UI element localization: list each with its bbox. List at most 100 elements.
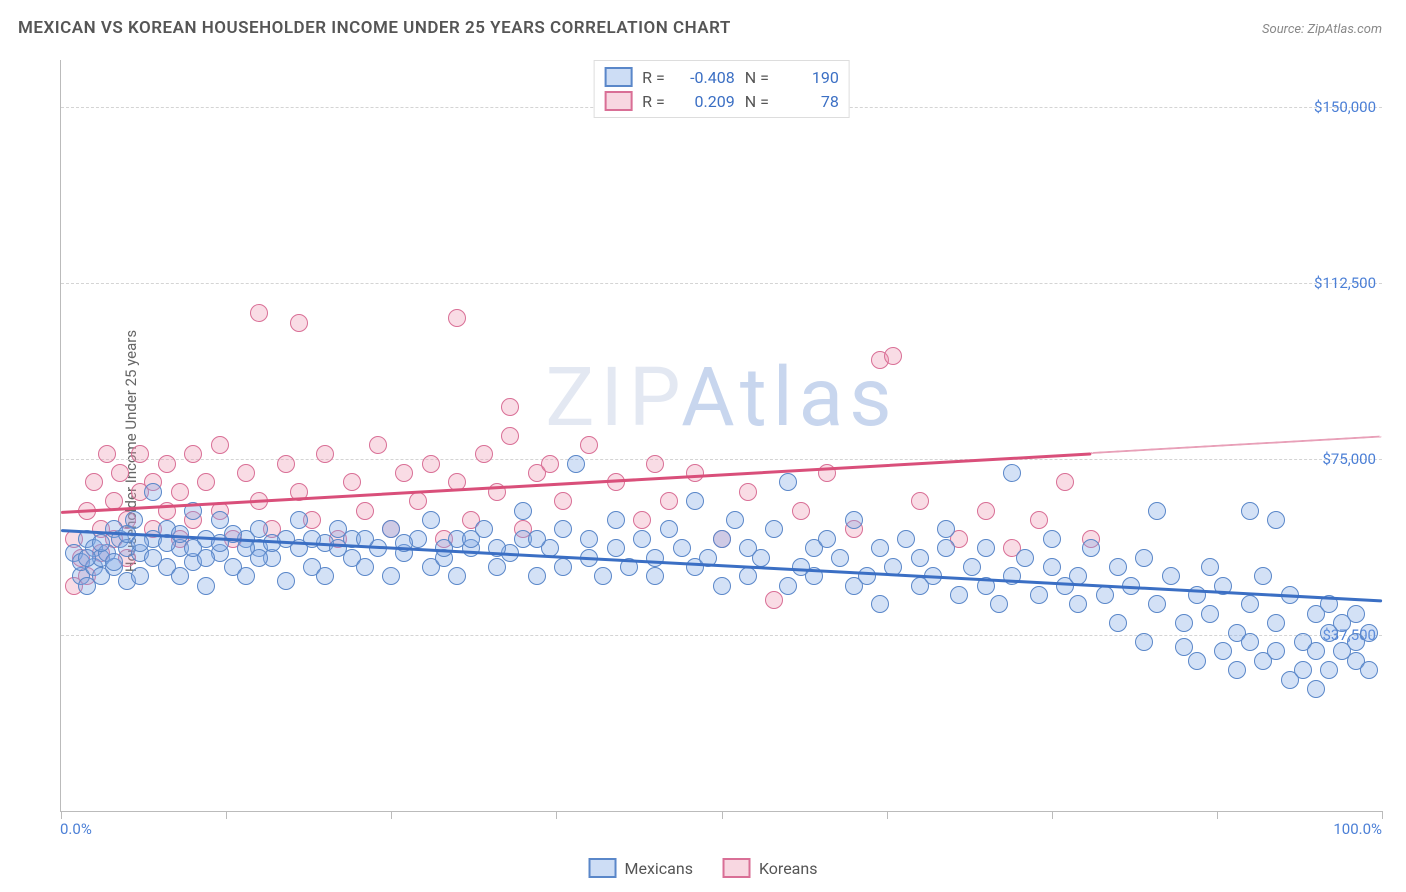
scatter-point xyxy=(554,520,572,538)
scatter-point xyxy=(1347,605,1365,623)
scatter-point xyxy=(792,502,810,520)
scatter-point xyxy=(277,572,295,590)
xtick xyxy=(1382,811,1383,819)
scatter-point xyxy=(1175,638,1193,656)
scatter-point xyxy=(937,520,955,538)
scatter-point xyxy=(501,398,519,416)
scatter-point xyxy=(1228,661,1246,679)
scatter-point xyxy=(1069,595,1087,613)
scatter-point xyxy=(1162,567,1180,585)
scatter-point xyxy=(845,511,863,529)
scatter-point xyxy=(343,473,361,491)
scatter-point xyxy=(884,347,902,365)
scatter-point xyxy=(633,511,651,529)
scatter-point xyxy=(144,549,162,567)
scatter-point xyxy=(765,520,783,538)
scatter-point xyxy=(1360,624,1378,642)
ytick-label: $75,000 xyxy=(1322,450,1376,468)
swatch-blue-icon xyxy=(604,67,632,87)
scatter-point xyxy=(1148,595,1166,613)
xtick xyxy=(887,811,888,819)
scatter-point xyxy=(1030,586,1048,604)
scatter-point xyxy=(752,549,770,567)
scatter-point xyxy=(1056,473,1074,491)
scatter-point xyxy=(686,464,704,482)
scatter-point xyxy=(131,534,149,552)
scatter-point xyxy=(554,492,572,510)
r-value-1: -0.408 xyxy=(675,68,735,87)
scatter-point xyxy=(937,539,955,557)
scatter-point xyxy=(871,595,889,613)
scatter-point xyxy=(1214,642,1232,660)
plot-region: ZIPAtlas R = -0.408 N = 190 R = 0.209 N … xyxy=(60,60,1382,812)
scatter-point xyxy=(911,492,929,510)
scatter-point xyxy=(1043,530,1061,548)
scatter-point xyxy=(1043,558,1061,576)
scatter-point xyxy=(1201,558,1219,576)
scatter-point xyxy=(713,577,731,595)
scatter-point xyxy=(646,455,664,473)
r-label-2: R = xyxy=(642,92,665,111)
scatter-point xyxy=(528,567,546,585)
scatter-point xyxy=(1175,614,1193,632)
scatter-point xyxy=(409,492,427,510)
scatter-point xyxy=(1135,549,1153,567)
scatter-point xyxy=(739,567,757,585)
n-label-1: N = xyxy=(745,68,769,87)
scatter-point xyxy=(1082,539,1100,557)
scatter-point xyxy=(1241,633,1259,651)
watermark: ZIPAtlas xyxy=(545,350,897,446)
scatter-point xyxy=(316,445,334,463)
scatter-point xyxy=(237,464,255,482)
scatter-point xyxy=(98,445,116,463)
scatter-point xyxy=(779,473,797,491)
scatter-point xyxy=(356,502,374,520)
scatter-point xyxy=(197,549,215,567)
scatter-point xyxy=(250,520,268,538)
scatter-point xyxy=(237,567,255,585)
scatter-point xyxy=(1135,633,1153,651)
scatter-point xyxy=(1267,511,1285,529)
scatter-point xyxy=(541,455,559,473)
scatter-point xyxy=(1030,511,1048,529)
scatter-point xyxy=(1201,605,1219,623)
scatter-point xyxy=(131,445,149,463)
scatter-point xyxy=(1188,652,1206,670)
scatter-point xyxy=(554,558,572,576)
scatter-point xyxy=(1320,661,1338,679)
scatter-point xyxy=(184,445,202,463)
scatter-point xyxy=(78,549,96,567)
x-min-label: 0.0% xyxy=(60,820,92,838)
scatter-point xyxy=(250,304,268,322)
scatter-point xyxy=(1109,614,1127,632)
scatter-point xyxy=(686,492,704,510)
scatter-point xyxy=(369,436,387,454)
scatter-point xyxy=(633,530,651,548)
swatch-pink-icon xyxy=(604,91,632,111)
scatter-point xyxy=(831,549,849,567)
scatter-point xyxy=(580,530,598,548)
scatter-point xyxy=(580,436,598,454)
scatter-point xyxy=(92,534,110,552)
scatter-point xyxy=(950,586,968,604)
source-label: Source: xyxy=(1262,22,1307,37)
legend-label-mexicans: Mexicans xyxy=(625,859,693,878)
scatter-point xyxy=(1148,502,1166,520)
scatter-point xyxy=(567,455,585,473)
scatter-point xyxy=(594,567,612,585)
scatter-point xyxy=(765,591,783,609)
scatter-point xyxy=(448,309,466,327)
scatter-point xyxy=(1096,586,1114,604)
xtick xyxy=(1217,811,1218,819)
xtick xyxy=(61,811,62,819)
scatter-point xyxy=(990,595,1008,613)
chart-title: MEXICAN VS KOREAN HOUSEHOLDER INCOME UND… xyxy=(18,18,731,38)
r-label-1: R = xyxy=(642,68,665,87)
scatter-point xyxy=(131,567,149,585)
xtick xyxy=(1052,811,1053,819)
r-value-2: 0.209 xyxy=(675,92,735,111)
scatter-point xyxy=(1307,642,1325,660)
scatter-point xyxy=(1254,567,1272,585)
scatter-point xyxy=(1294,661,1312,679)
scatter-point xyxy=(858,567,876,585)
